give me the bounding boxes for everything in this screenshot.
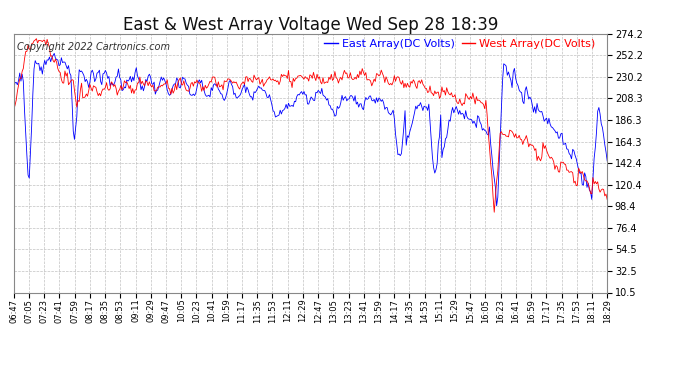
West Array(DC Volts) [332, 75, 340, 80]
West Array(DC Volts) [591, 179, 600, 184]
East Array(DC Volts) [296, 91, 304, 95]
West Array(DC Volts) [296, 73, 304, 78]
East Array(DC Volts) [493, 204, 501, 208]
West Array(DC Volts) [490, 210, 498, 214]
Text: Copyright 2022 Cartronics.com: Copyright 2022 Cartronics.com [17, 42, 170, 51]
Legend: East Array(DC Volts), West Array(DC Volts): East Array(DC Volts), West Array(DC Volt… [324, 39, 595, 49]
West Array(DC Volts) [32, 36, 41, 41]
West Array(DC Volts) [293, 76, 301, 80]
East Array(DC Volts) [10, 87, 18, 92]
East Array(DC Volts) [364, 96, 373, 101]
Line: West Array(DC Volts): West Array(DC Volts) [14, 39, 607, 212]
Line: East Array(DC Volts): East Array(DC Volts) [14, 53, 607, 206]
East Array(DC Volts) [498, 79, 506, 83]
East Array(DC Volts) [50, 51, 59, 56]
Title: East & West Array Voltage Wed Sep 28 18:39: East & West Array Voltage Wed Sep 28 18:… [123, 16, 498, 34]
East Array(DC Volts) [332, 113, 340, 117]
East Array(DC Volts) [293, 94, 301, 99]
West Array(DC Volts) [603, 197, 611, 202]
West Array(DC Volts) [498, 132, 506, 136]
East Array(DC Volts) [591, 145, 600, 150]
East Array(DC Volts) [603, 159, 611, 163]
West Array(DC Volts) [10, 107, 18, 112]
West Array(DC Volts) [364, 77, 373, 82]
